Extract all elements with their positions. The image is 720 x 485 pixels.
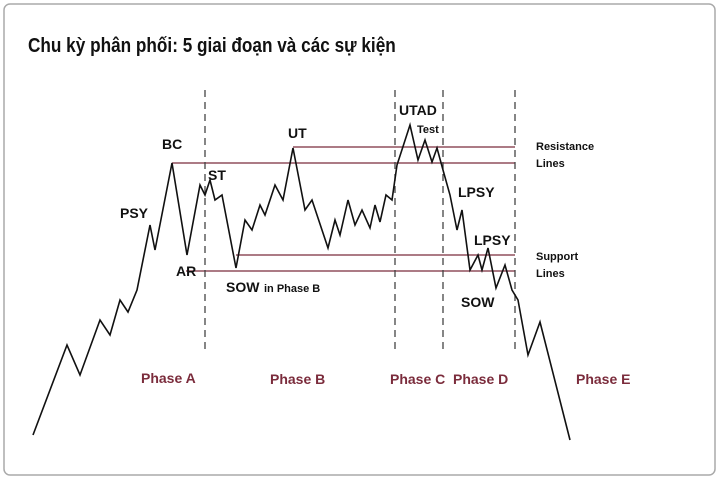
phase-label: Phase C [390,371,445,387]
event-label: SOW [461,294,495,310]
price-path [32,121,571,441]
level-label: Lines [536,158,565,170]
frame [3,3,716,476]
event-label: LPSY [458,184,495,200]
title: Chu kỳ phân phối: 5 giai đoạn và các sự … [28,34,396,57]
phase-label: Phase B [270,371,325,387]
phase-label: Phase D [453,371,508,387]
level-label: Resistance [536,141,594,153]
level-label: Support [536,251,578,263]
level-label: Lines [536,268,565,280]
event-label: SOW [226,279,260,295]
event-label: AR [176,263,196,279]
event-note: in Phase B [264,283,320,295]
event-label: LPSY [474,232,511,248]
event-label: UT [288,125,307,141]
phase-label: Phase A [141,370,196,386]
event-label: BC [162,136,182,152]
event-label: UTAD [399,102,437,118]
phase-label: Phase E [576,371,630,387]
event-label: Test [417,124,439,136]
event-label: PSY [120,205,149,221]
event-label: ST [208,167,226,183]
